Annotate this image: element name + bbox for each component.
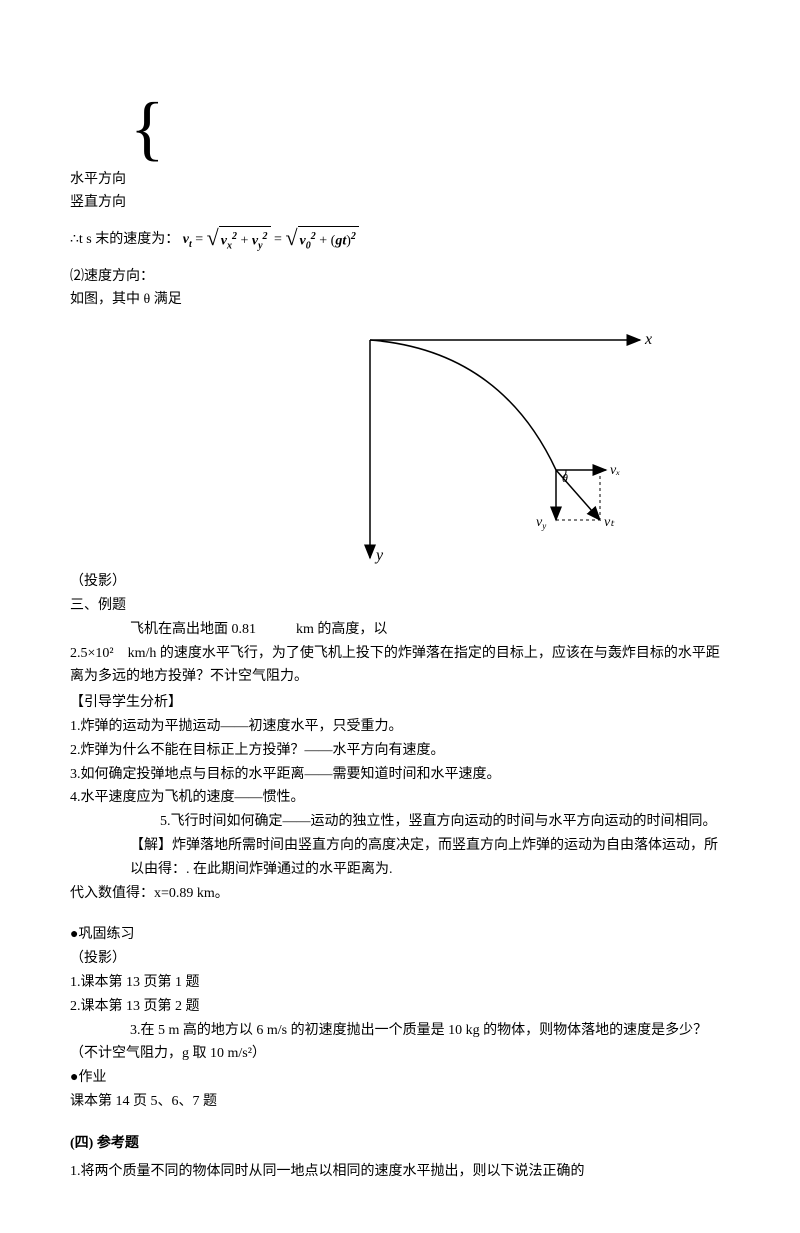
example-p2: 2.5×10² km/h 的速度水平飞行，为了使飞机上投下的炸弹落在指定的目标上…	[70, 642, 730, 690]
solve-text: 【解】炸弹落地所需时间由竖直方向的高度决定，而竖直方向上炸弹的运动为自由落体运动…	[100, 834, 730, 882]
diagram-svg: x y vₓ vy vₜ θ	[340, 320, 660, 570]
sqrt-2: √ v02 + (gt)2	[285, 221, 358, 258]
formula-prefix: ∴t s 末的速度为：	[70, 232, 179, 247]
x-label: x	[644, 331, 652, 348]
analysis-5: 5.飞行时间如何确定——运动的独立性，竖直方向运动的时间与水平方向运动的时间相同…	[70, 810, 730, 834]
projection-label-1: （投影）	[70, 570, 730, 594]
practice-2: 2.课本第 13 页第 2 题	[70, 995, 730, 1019]
analysis-4: 4.水平速度应为飞机的速度——惯性。	[70, 786, 730, 810]
ref-title-text: (四) 参考题	[70, 1136, 139, 1151]
p1b: km 的高度，以	[296, 622, 387, 637]
p1a: 飞机在高出地面 0.81	[130, 622, 256, 637]
brace-line-1: 水平方向	[70, 168, 730, 192]
sqrt-1: √ vx2 + vy2	[207, 221, 271, 258]
brace-symbol: {	[130, 100, 730, 158]
vt-label: vₜ	[604, 515, 615, 530]
practice-title: ●巩固练习	[70, 923, 730, 947]
lead-analysis: 【引导学生分析】	[70, 691, 730, 715]
rad1-b-sup: 2	[263, 231, 268, 242]
result: 代入数值得：x=0.89 km。	[70, 882, 730, 906]
practice-3: 3.在 5 m 高的地方以 6 m/s 的初速度抛出一个质量是 10 kg 的物…	[70, 1019, 730, 1067]
analysis-1: 1.炸弹的运动为平抛运动——初速度水平，只受重力。	[70, 715, 730, 739]
vx-label: vₓ	[610, 463, 620, 478]
eq1: =	[195, 232, 206, 247]
a5-text: 5.飞行时间如何确定——运动的独立性，竖直方向运动的时间与水平方向运动的时间相同…	[100, 810, 730, 834]
reference-q1: 1.将两个质量不同的物体同时从同一地点以相同的速度水平抛出，则以下说法正确的	[70, 1160, 730, 1184]
analysis-2: 2.炸弹为什么不能在目标正上方投弹？——水平方向有速度。	[70, 739, 730, 763]
rad2-b-sup: 2	[351, 231, 356, 242]
analysis-3: 3.如何确定投弹地点与目标的水平距离——需要知道时间和水平速度。	[70, 763, 730, 787]
solution: 【解】炸弹落地所需时间由竖直方向的高度决定，而竖直方向上炸弹的运动为自由落体运动…	[100, 834, 730, 882]
plus1: +	[237, 233, 252, 248]
rad2-b: gt	[335, 233, 346, 248]
section-3-title: 三、例题	[70, 594, 730, 618]
velocity-formula: ∴t s 末的速度为： vt = √ vx2 + vy2 = √ v02 + (…	[70, 221, 730, 258]
theta-label: θ	[562, 471, 568, 485]
plus2: +	[316, 233, 331, 248]
speed-dir-2: 如图，其中 θ 满足	[70, 288, 730, 312]
eq2: =	[274, 232, 285, 247]
rad1-b-sub: y	[258, 240, 262, 251]
speed-dir-1: ⑵速度方向：	[70, 265, 730, 289]
brace-line-2: 竖直方向	[70, 191, 730, 215]
y-label: y	[374, 547, 384, 564]
vt-sub: t	[189, 239, 192, 250]
rad2-a-sub: 0	[306, 240, 311, 251]
trajectory-diagram: x y vₓ vy vₜ θ	[70, 320, 730, 570]
practice-proj: （投影）	[70, 947, 730, 971]
homework-item: 课本第 14 页 5、6、7 题	[70, 1090, 730, 1114]
example-p1: 飞机在高出地面 0.81 km 的高度，以	[70, 618, 730, 642]
homework-title: ●作业	[70, 1066, 730, 1090]
practice-1: 1.课本第 13 页第 1 题	[70, 971, 730, 995]
practice-3-text: 3.在 5 m 高的地方以 6 m/s 的初速度抛出一个质量是 10 kg 的物…	[70, 1019, 730, 1067]
reference-title: (四) 参考题	[70, 1132, 730, 1156]
vy-label: vy	[536, 515, 546, 531]
